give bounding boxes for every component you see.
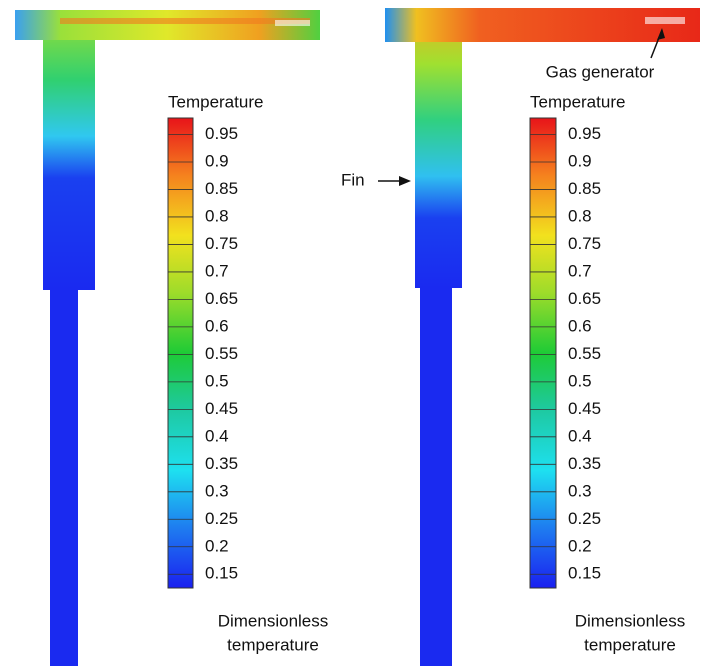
colorbar-tick-label: 0.65 [205,289,238,308]
colorbar-tick-label: 0.45 [205,399,238,418]
contour-left [15,10,320,666]
colorbar-tick-label: 0.9 [205,151,229,170]
colorbar-tick-label: 0.4 [205,426,229,445]
colorbar-tick-label: 0.7 [568,261,592,280]
colorbar-tick-label: 0.35 [568,454,601,473]
caption: Dimensionless [218,611,329,630]
annotation: Fin [341,170,365,189]
colorbar-tick-label: 0.25 [568,509,601,528]
colorbar-tick-label: 0.85 [568,179,601,198]
colorbar-tick-label: 0.55 [205,344,238,363]
colorbar-tick-label: 0.2 [205,536,229,555]
colorbar-tick-label: 0.5 [205,371,229,390]
colorbar-tick-label: 0.7 [205,261,229,280]
colorbar-tick-label: 0.85 [205,179,238,198]
caption: Dimensionless [575,611,686,630]
colorbar-tick-label: 0.9 [568,151,592,170]
colorbar-tick-label: 0.8 [568,206,592,225]
annotation: Gas generator [546,62,655,81]
colorbar-tick-label: 0.8 [205,206,229,225]
colorbar-tick-label: 0.6 [568,316,592,335]
colorbar-tick-label: 0.45 [568,399,601,418]
caption: temperature [227,635,319,654]
colorbar-tick-label: 0.2 [568,536,592,555]
colorbar-tick-label: 0.55 [568,344,601,363]
colorbar-tick-label: 0.75 [205,234,238,253]
colorbar-tick-label: 0.95 [568,124,601,143]
colorbar-tick-label: 0.5 [568,371,592,390]
colorbar-title: Temperature [530,92,625,111]
colorbar-title: Temperature [168,92,263,111]
colorbar-tick-label: 0.95 [205,124,238,143]
caption: temperature [584,635,676,654]
colorbar-tick-label: 0.75 [568,234,601,253]
colorbar-tick-label: 0.3 [568,481,592,500]
colorbar-tick-label: 0.25 [205,509,238,528]
arrowhead [399,176,411,186]
colorbar-tick-label: 0.35 [205,454,238,473]
colorbar-tick-label: 0.65 [568,289,601,308]
colorbar-tick-label: 0.15 [205,564,238,583]
contour-right [385,8,700,666]
arrowhead [657,28,665,40]
colorbar-tick-label: 0.4 [568,426,592,445]
colorbar-tick-label: 0.15 [568,564,601,583]
colorbar [529,117,557,589]
colorbar [167,117,194,589]
colorbar-tick-label: 0.3 [205,481,229,500]
colorbar-tick-label: 0.6 [205,316,229,335]
